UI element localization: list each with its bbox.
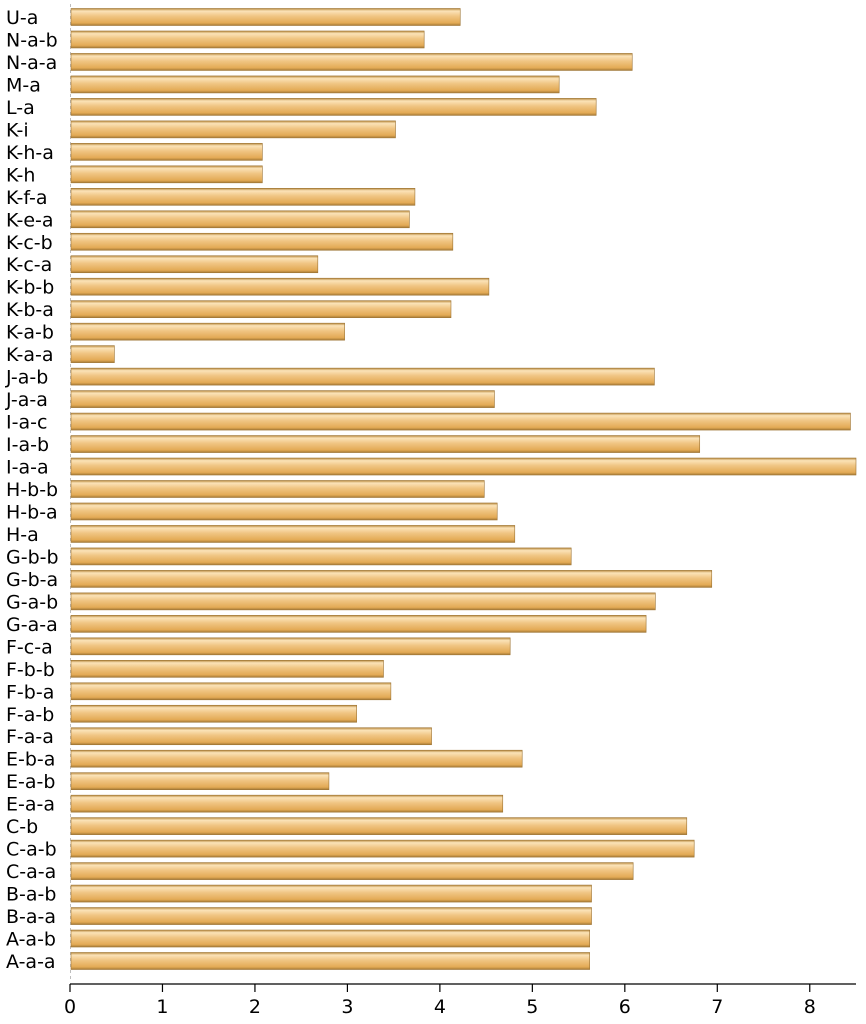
- bar-f-b-a: [70, 682, 392, 701]
- bar-k-c-b: [70, 232, 454, 251]
- bar-k-h-a: [70, 143, 263, 161]
- x-tick-label-7: 7: [711, 996, 723, 1018]
- x-ticks-group: 0 1 2 3 4 5 6 7 8: [64, 984, 816, 1018]
- x-tick-label-5: 5: [526, 996, 538, 1018]
- bar-i-a-c: [70, 412, 851, 431]
- bar-k-h: [70, 165, 263, 184]
- bar-b-a-a: [70, 907, 592, 925]
- bars-group: [70, 8, 857, 970]
- category-label-i-a-a: I-a-a: [6, 457, 49, 479]
- category-label-e-a-a: E-a-a: [6, 794, 55, 816]
- bar-f-a-b: [70, 704, 357, 723]
- bar-h-b-a: [70, 502, 498, 521]
- bar-k-c-a: [70, 255, 319, 274]
- x-tick-label-1: 1: [156, 996, 168, 1018]
- bar-e-a-b: [70, 772, 330, 790]
- category-label-h-b-b: H-b-b: [6, 479, 58, 501]
- x-tick-label-4: 4: [434, 996, 446, 1018]
- category-label-f-a-a: F-a-a: [6, 726, 54, 748]
- category-labels-group: A-a-aA-a-bB-a-aB-a-bC-a-aC-a-bC-bE-a-aE-…: [5, 7, 59, 973]
- category-label-k-h: K-h: [6, 164, 35, 186]
- bar-j-a-b: [70, 367, 655, 386]
- bar-k-a-a: [70, 345, 115, 363]
- x-tick-label-6: 6: [619, 996, 631, 1018]
- bar-e-a-a: [70, 794, 504, 813]
- category-label-h-b-a: H-b-a: [6, 501, 58, 523]
- category-label-a-a-a: A-a-a: [6, 951, 56, 973]
- bar-c-b: [70, 817, 688, 835]
- category-label-g-b-b: G-b-b: [6, 546, 59, 568]
- category-label-f-b-a: F-b-a: [6, 681, 54, 703]
- category-label-k-h-a: K-h-a: [6, 142, 54, 164]
- bar-k-f-a: [70, 188, 416, 206]
- bar-a-a-b: [70, 929, 590, 948]
- category-label-j-a-b: J-a-b: [5, 367, 48, 389]
- bar-i-a-a: [70, 457, 857, 476]
- category-label-i-a-c: I-a-c: [6, 412, 47, 434]
- bar-f-a-a: [70, 727, 432, 746]
- category-label-g-a-a: G-a-a: [6, 614, 58, 636]
- category-label-f-a-b: F-a-b: [6, 704, 54, 726]
- category-label-u-a: U-a: [6, 7, 38, 29]
- category-label-f-b-b: F-b-b: [6, 659, 55, 681]
- bar-g-b-a: [70, 570, 713, 588]
- bar-k-b-a: [70, 300, 452, 318]
- x-tick-label-3: 3: [341, 996, 353, 1018]
- category-label-k-a-b: K-a-b: [6, 322, 54, 344]
- category-label-j-a-a: J-a-a: [5, 389, 48, 411]
- bar-f-c-a: [70, 637, 511, 656]
- bar-l-a: [70, 98, 597, 116]
- x-tick-label-0: 0: [64, 996, 76, 1018]
- category-label-c-b: C-b: [6, 816, 38, 838]
- category-label-k-c-a: K-c-a: [6, 254, 52, 276]
- bar-k-b-b: [70, 277, 490, 296]
- bar-g-b-b: [70, 547, 572, 566]
- bar-c-a-b: [70, 839, 695, 858]
- bar-m-a: [70, 75, 560, 94]
- category-label-n-a-a: N-a-a: [6, 52, 57, 74]
- bar-k-a-b: [70, 322, 345, 341]
- category-label-k-e-a: K-e-a: [6, 209, 54, 231]
- bar-k-e-a: [70, 210, 410, 229]
- category-label-c-a-a: C-a-a: [6, 861, 56, 883]
- bar-c-a-a: [70, 862, 634, 880]
- bar-j-a-a: [70, 390, 495, 408]
- bar-g-a-a: [70, 615, 647, 633]
- category-label-h-a: H-a: [6, 524, 39, 546]
- category-label-k-c-b: K-c-b: [6, 232, 53, 254]
- bar-h-a: [70, 525, 516, 543]
- category-label-k-b-a: K-b-a: [6, 299, 54, 321]
- x-tick-label-8: 8: [804, 996, 816, 1018]
- bar-i-a-b: [70, 435, 701, 453]
- category-label-g-b-a: G-b-a: [6, 569, 58, 591]
- bar-f-b-b: [70, 660, 384, 678]
- category-label-b-a-b: B-a-b: [6, 884, 56, 906]
- category-label-g-a-b: G-a-b: [6, 591, 58, 613]
- category-label-k-a-a: K-a-a: [6, 344, 53, 366]
- bar-n-a-a: [70, 53, 633, 71]
- category-label-f-c-a: F-c-a: [6, 636, 53, 658]
- category-label-k-f-a: K-f-a: [6, 187, 47, 209]
- category-label-e-b-a: E-b-a: [6, 749, 55, 771]
- category-label-i-a-b: I-a-b: [6, 434, 49, 456]
- bar-a-a-a: [70, 952, 590, 970]
- category-label-e-a-b: E-a-b: [6, 771, 55, 793]
- category-label-n-a-b: N-a-b: [6, 29, 58, 51]
- category-label-k-i: K-i: [6, 119, 29, 141]
- bar-h-b-b: [70, 480, 485, 498]
- category-label-b-a-a: B-a-a: [6, 906, 56, 928]
- category-label-l-a: L-a: [6, 97, 35, 119]
- category-label-k-b-b: K-b-b: [6, 277, 54, 299]
- bar-g-a-b: [70, 592, 656, 611]
- category-label-c-a-b: C-a-b: [6, 839, 57, 861]
- bar-n-a-b: [70, 30, 425, 49]
- bar-b-a-b: [70, 884, 592, 903]
- bar-k-i: [70, 120, 396, 139]
- x-tick-label-2: 2: [249, 996, 261, 1018]
- bar-u-a: [70, 8, 461, 26]
- category-label-m-a: M-a: [6, 74, 41, 96]
- bar-e-b-a: [70, 749, 523, 768]
- category-label-a-a-b: A-a-b: [6, 929, 56, 951]
